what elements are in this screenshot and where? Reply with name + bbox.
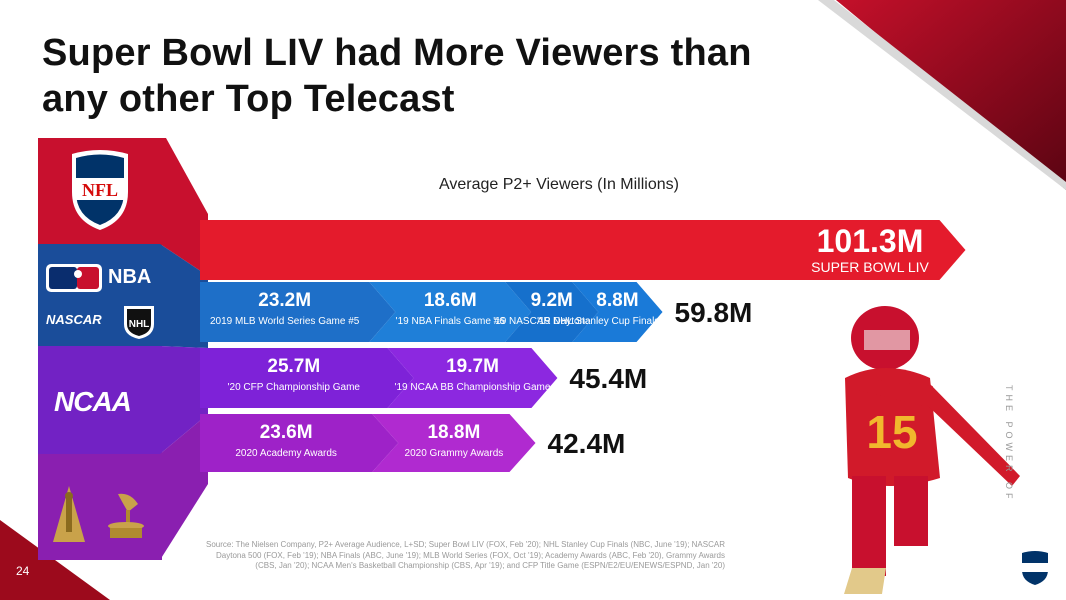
- bar-category-label: 2019 MLB World Series Game #5: [210, 316, 360, 327]
- football-player-figure: 15: [844, 306, 1020, 594]
- bar-category-label: SUPER BOWL LIV: [811, 259, 929, 275]
- league-logo-panel: NBA NASCAR NHL: [38, 244, 162, 346]
- bar-category-label: 2020 Academy Awards: [235, 448, 337, 459]
- nfl-shield-icon: NFL: [72, 150, 128, 230]
- nascar-logo-text: NASCAR: [46, 312, 102, 327]
- bar-category-label: '19 NCAA BB Championship Game: [395, 382, 551, 393]
- slide-title: Super Bowl LIV had More Viewers than any…: [42, 32, 752, 120]
- row-total-label: 45.4M: [569, 363, 647, 394]
- corner-decoration-bottom: [0, 520, 110, 600]
- bar-segment: [505, 282, 599, 342]
- ncaa-logo-panel: NCAA: [38, 346, 162, 454]
- slide-number: 24: [16, 564, 30, 578]
- awards-logo-panel: [38, 454, 162, 560]
- bar-segment: [369, 282, 532, 342]
- bar-category-label: '19 NHL Stanley Cup Finals Game 7: [537, 316, 698, 327]
- nhl-shield-icon: NHL: [124, 306, 154, 339]
- bar-segment: [372, 414, 536, 472]
- chart-title: Average P2+ Viewers (In Millions): [439, 176, 679, 193]
- bar-row: 23.6M 2020 Academy Awards 18.8M 2020 Grammy…: [200, 414, 625, 472]
- row-total-label: 59.8M: [675, 297, 753, 328]
- nhl-logo-text: NHL: [129, 319, 150, 330]
- bar-value-label: 18.8M: [427, 422, 480, 443]
- logo-column: NFL NBA NASCAR NHL NCAA: [38, 138, 162, 560]
- bar-row: 25.7M '20 CFP Championship Game 19.7M '19 N…: [200, 348, 647, 408]
- bar-segment: [200, 348, 414, 408]
- bar-segment: [572, 282, 663, 342]
- bar-value-label: 18.6M: [424, 290, 477, 311]
- side-tagline: THE POWER OF: [1004, 385, 1014, 503]
- bar-category-label: 2020 Grammy Awards: [405, 448, 504, 459]
- grammy-gramophone-icon: [108, 493, 144, 538]
- oscar-statue-icon: [53, 486, 85, 542]
- ncaa-logo-text: NCAA: [54, 386, 132, 417]
- bar-category-label: '19 NBA Finals Game #6: [396, 316, 506, 327]
- bar-row: 23.2M 2019 MLB World Series Game #5 18.6M '…: [200, 282, 752, 342]
- bar-value-label: 23.6M: [260, 422, 313, 443]
- bar-value-label: 101.3M: [817, 223, 924, 259]
- nfl-logo-panel: NFL: [38, 138, 162, 244]
- bar-value-label: 9.2M: [531, 290, 573, 311]
- mlb-logo-icon: [46, 264, 102, 292]
- bar-segment: [200, 282, 396, 342]
- bar-segment: [200, 220, 966, 280]
- nfl-logo-text: NFL: [82, 180, 118, 200]
- nba-logo-text: NBA: [108, 266, 152, 288]
- funnel-connectors: [160, 138, 208, 560]
- bar-value-label: 23.2M: [258, 290, 311, 311]
- bar-value-label: 8.8M: [596, 290, 638, 311]
- bar-segment: [387, 348, 558, 408]
- svg-text:15: 15: [866, 406, 917, 458]
- bar-category-label: '19 NASCAR Daytona 500: [493, 316, 610, 327]
- nfl-corner-logo-icon: [1022, 551, 1048, 585]
- bar-value-label: 19.7M: [446, 356, 499, 377]
- bar-category-label: '20 CFP Championship Game: [228, 382, 361, 393]
- corner-decoration: [818, 0, 1066, 190]
- bar-value-label: 25.7M: [267, 356, 320, 377]
- bar-segment: [200, 414, 399, 472]
- source-note: Source: The Nielsen Company, P2+ Average…: [205, 540, 725, 570]
- row-total-label: 42.4M: [548, 428, 626, 459]
